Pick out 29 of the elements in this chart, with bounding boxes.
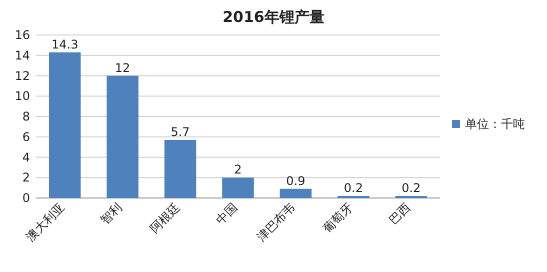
x-tick-label: 智利: [98, 200, 125, 228]
data-label: 14.3: [52, 37, 78, 52]
bar: [280, 188, 312, 198]
y-tick-label: 12: [14, 68, 30, 83]
data-label: 5.7: [170, 124, 190, 139]
bar: [106, 76, 138, 198]
y-tick-label: 14: [14, 48, 30, 62]
data-label: 0.2: [402, 180, 421, 195]
x-tick-label: 中国: [213, 200, 240, 228]
bar: [222, 178, 254, 198]
y-tick-label: 10: [14, 89, 30, 104]
x-tick-label: 葡萄牙: [320, 200, 356, 236]
y-tick-label: 6: [22, 130, 30, 144]
data-label: 0.9: [286, 174, 306, 188]
chart-title: 2016年锂产量: [222, 8, 324, 26]
y-tick-label: 16: [14, 28, 30, 42]
x-tick-label: 津巴布韦: [254, 200, 298, 244]
y-tick-label: 0: [22, 191, 30, 205]
bar: [48, 52, 81, 198]
data-label: 0.2: [344, 180, 363, 195]
bar: [164, 140, 196, 198]
data-label: 12: [114, 60, 130, 75]
x-tick-label: 巴西: [386, 200, 414, 228]
x-tick-label: 阿根廷: [147, 200, 182, 236]
data-label: 2: [234, 162, 242, 177]
y-tick-label: 2: [22, 170, 30, 185]
y-tick-label: 4: [22, 150, 30, 164]
y-tick-label: 8: [22, 110, 30, 124]
legend-label: 单位：千吨: [465, 117, 525, 131]
